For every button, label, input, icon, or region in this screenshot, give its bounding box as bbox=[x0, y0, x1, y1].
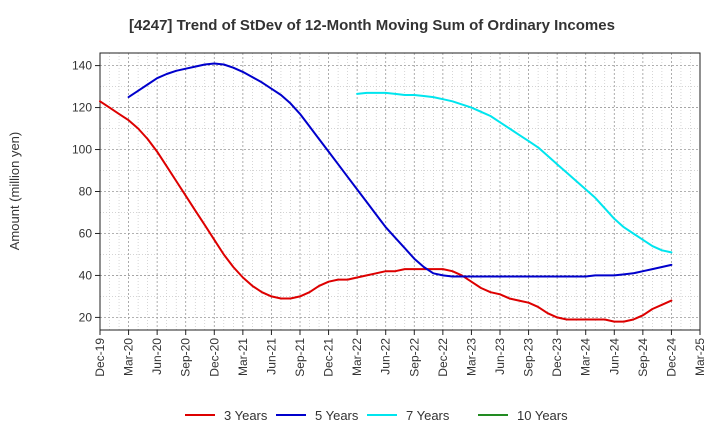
x-tick-label: Sep-23 bbox=[522, 338, 536, 377]
y-tick-label: 80 bbox=[79, 185, 93, 199]
x-axis-ticks: Dec-19 Mar-20 Jun-20 Sep-20 Dec-20 Mar-21 Jun-… bbox=[93, 330, 707, 377]
x-tick-label: Sep-21 bbox=[293, 338, 307, 377]
x-tick-label: Jun-24 bbox=[607, 338, 621, 375]
legend-label: 10 Years bbox=[517, 408, 568, 423]
x-tick-label: Sep-24 bbox=[636, 338, 650, 377]
x-tick-label: Dec-23 bbox=[550, 338, 564, 377]
x-tick-label: Mar-22 bbox=[350, 338, 364, 376]
x-tick-label: Dec-19 bbox=[93, 338, 107, 377]
x-tick-label: Dec-21 bbox=[322, 338, 336, 377]
legend: 3 Years 5 Years 7 Years 10 Years bbox=[185, 408, 568, 423]
x-tick-label: Sep-22 bbox=[407, 338, 421, 377]
series-line-1 bbox=[127, 62, 673, 278]
legend-label: 3 Years bbox=[224, 408, 268, 423]
grid bbox=[99, 53, 701, 330]
x-tick-label: Jun-20 bbox=[150, 338, 164, 375]
x-tick-label: Mar-20 bbox=[122, 338, 136, 376]
legend-label: 7 Years bbox=[406, 408, 450, 423]
x-tick-label: Mar-25 bbox=[693, 338, 707, 376]
y-tick-label: 20 bbox=[79, 310, 93, 324]
y-axis-ticks: 20 40 60 80 100 120 140 bbox=[72, 59, 100, 324]
y-tick-label: 60 bbox=[79, 226, 93, 240]
series-line-0 bbox=[99, 100, 673, 323]
series-line-2 bbox=[356, 91, 673, 254]
y-tick-label: 40 bbox=[79, 268, 93, 282]
x-tick-label: Jun-23 bbox=[493, 338, 507, 375]
x-tick-label: Mar-23 bbox=[464, 338, 478, 376]
x-tick-label: Jun-22 bbox=[379, 338, 393, 375]
chart-title: [4247] Trend of StDev of 12-Month Moving… bbox=[129, 17, 615, 34]
x-tick-label: Dec-22 bbox=[436, 338, 450, 377]
y-tick-label: 100 bbox=[72, 143, 92, 157]
y-tick-label: 140 bbox=[72, 59, 92, 73]
legend-label: 5 Years bbox=[315, 408, 359, 423]
x-tick-label: Mar-21 bbox=[236, 338, 250, 376]
x-tick-label: Dec-20 bbox=[207, 338, 221, 377]
x-tick-label: Mar-24 bbox=[579, 338, 593, 376]
y-tick-label: 120 bbox=[72, 101, 92, 115]
x-tick-label: Dec-24 bbox=[664, 338, 678, 377]
x-tick-label: Jun-21 bbox=[264, 338, 278, 375]
y-axis-label: Amount (million yen) bbox=[7, 132, 22, 251]
series-lines bbox=[99, 62, 673, 323]
x-tick-label: Sep-20 bbox=[179, 338, 193, 377]
